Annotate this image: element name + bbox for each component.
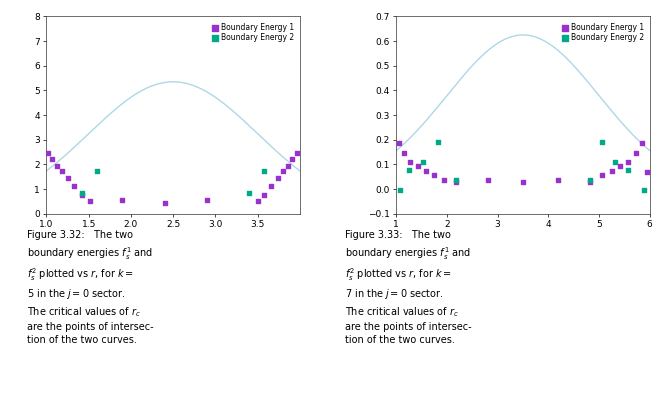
Point (482, 177, 493, 184)
Text: Figure 3.32:   The two
boundary energies $f_s^1$ and
$f_s^2$ plotted vs $r$, for: Figure 3.32: The two boundary energies $… (27, 230, 153, 345)
Point (585, 178, 595, 185)
Point (638, 187, 649, 194)
Boundary Energy 1 (393, 140, 404, 147)
Point (631, 149, 641, 156)
Point (259, 168, 270, 175)
Point (272, 175, 283, 181)
Point (610, 159, 621, 166)
Point (615, 163, 626, 170)
Point (278, 168, 288, 175)
Point (585, 176, 595, 183)
Point (642, 169, 652, 175)
Point (291, 149, 302, 156)
Boundary Energy 1 (439, 177, 450, 184)
Point (244, 189, 255, 196)
Boundary Energy 2 (91, 168, 102, 175)
Boundary Energy 1 (85, 198, 95, 205)
Boundary Energy 2 (77, 189, 88, 196)
Point (117, 197, 128, 203)
Boundary Energy 1 (429, 171, 440, 178)
Point (596, 171, 607, 178)
Boundary Energy 1 (451, 178, 461, 185)
Boundary Energy 1 (56, 168, 67, 175)
Point (623, 166, 634, 173)
Point (253, 198, 263, 205)
Boundary Energy 1 (69, 183, 80, 189)
Boundary Energy 2 (417, 159, 428, 166)
Boundary Energy 1 (43, 149, 54, 156)
Point (518, 178, 528, 185)
Point (259, 192, 270, 199)
Text: Figure 3.33:   The two
boundary energies $f_s^1$ and
$f_s^2$ plotted vs $r$, for: Figure 3.33: The two boundary energies $… (345, 230, 471, 345)
Boundary Energy 2 (432, 139, 443, 145)
Legend: Boundary Energy 1, Boundary Energy 2: Boundary Energy 1, Boundary Energy 2 (560, 20, 646, 44)
Boundary Energy 1 (51, 162, 62, 169)
Boundary Energy 1 (77, 192, 88, 199)
Boundary Energy 1 (398, 149, 409, 156)
Point (159, 199, 170, 206)
Boundary Energy 1 (420, 168, 431, 175)
Point (287, 156, 298, 162)
Boundary Energy 2 (395, 187, 406, 194)
Point (266, 183, 276, 189)
Boundary Energy 2 (451, 176, 461, 183)
Point (553, 177, 564, 184)
Point (283, 162, 294, 169)
Boundary Energy 2 (404, 166, 414, 173)
Point (202, 197, 212, 203)
Point (596, 139, 607, 145)
Point (637, 140, 648, 147)
Boundary Energy 1 (47, 156, 58, 162)
Boundary Energy 1 (405, 159, 416, 166)
Legend: Boundary Energy 1, Boundary Energy 2: Boundary Energy 1, Boundary Energy 2 (210, 20, 296, 44)
Boundary Energy 1 (412, 163, 423, 170)
Boundary Energy 1 (62, 175, 73, 181)
Point (607, 168, 617, 175)
Point (623, 159, 634, 166)
